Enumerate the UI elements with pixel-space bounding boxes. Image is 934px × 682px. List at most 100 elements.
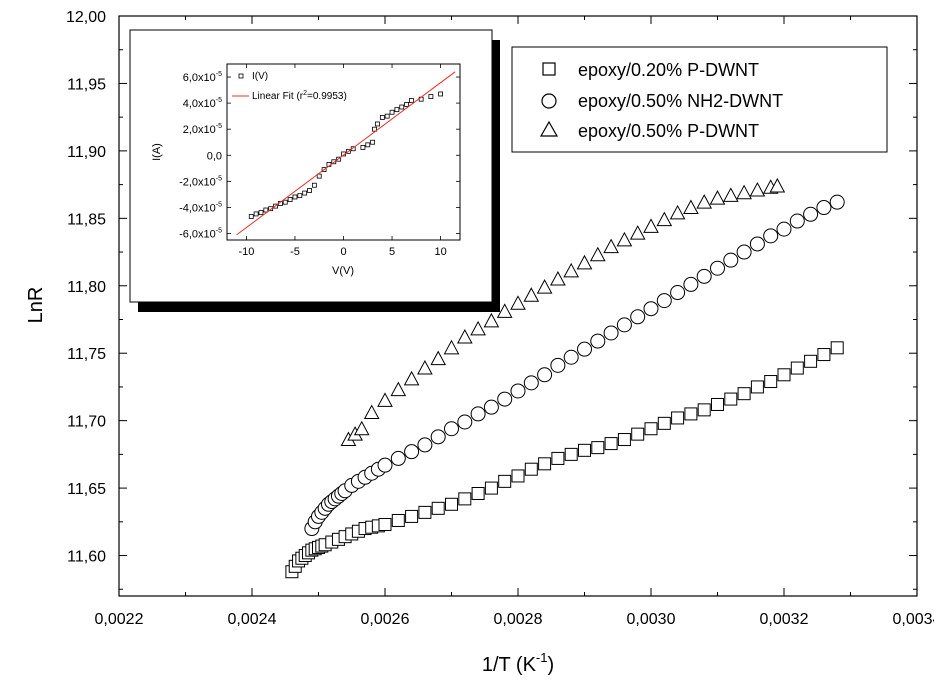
inset-y-tick-label: -6,0x10-5 xyxy=(179,227,222,240)
inset-x-axis-ticks: -10 -5 0 5 10 xyxy=(238,64,447,258)
inset-data-point xyxy=(297,193,303,199)
data-point-circle xyxy=(510,383,526,399)
data-point-circle xyxy=(377,457,393,473)
data-point-circle xyxy=(630,309,646,325)
inset-data-point xyxy=(404,102,410,107)
data-point-triangle xyxy=(496,303,513,318)
inset-data-point xyxy=(379,115,385,120)
legend-label-2: epoxy/0.50% P-DWNT xyxy=(578,121,759,141)
inset-y-axis-label: I(A) xyxy=(151,143,163,161)
data-point-square xyxy=(697,403,711,417)
inset-data-point xyxy=(428,94,434,99)
inset-data-point xyxy=(311,182,317,188)
data-point-square xyxy=(591,441,605,455)
data-point-circle xyxy=(537,367,553,383)
inset-data-point xyxy=(253,211,259,217)
data-point-triangle xyxy=(523,287,540,302)
data-point-square xyxy=(804,354,818,368)
inset-data-point xyxy=(282,199,288,205)
y-axis-label: LnR xyxy=(25,287,47,324)
data-point-triangle xyxy=(656,211,673,227)
legend-label-0: epoxy/0.20% P-DWNT xyxy=(578,60,759,80)
data-point-circle xyxy=(390,450,406,466)
data-point-triangle xyxy=(417,359,433,375)
inset-y-tick-label: -4,0x10-5 xyxy=(179,201,222,214)
data-point-square xyxy=(471,486,485,500)
data-point-square xyxy=(391,513,405,527)
data-point-square xyxy=(538,457,552,471)
y-tick-label: 11,95 xyxy=(67,76,106,93)
data-point-square xyxy=(551,451,565,465)
data-point-triangle xyxy=(616,231,633,247)
inset-data-point xyxy=(394,107,400,113)
data-point-square xyxy=(711,397,724,411)
data-point-circle xyxy=(816,200,832,216)
data-point-triangle xyxy=(603,238,619,254)
inset-data-point xyxy=(287,197,293,202)
data-point-triangle xyxy=(576,254,593,270)
data-point-triangle xyxy=(736,184,752,200)
data-point-triangle xyxy=(669,204,686,220)
y-tick-label: 11,60 xyxy=(67,549,106,566)
data-point-circle xyxy=(444,421,459,437)
data-point-square xyxy=(817,348,831,362)
inset-data-point xyxy=(384,113,390,119)
data-point-circle xyxy=(776,221,792,237)
data-point-triangle xyxy=(443,339,460,355)
data-point-circle xyxy=(789,213,805,229)
data-point-square xyxy=(631,427,645,441)
inset-data-point xyxy=(263,207,269,213)
inset-fit-line xyxy=(236,71,456,236)
data-point-triangle xyxy=(683,199,699,215)
data-point-square xyxy=(830,341,844,355)
data-point-square xyxy=(724,392,738,406)
x-tick-label: 0,0024 xyxy=(228,611,277,628)
inset-data-point xyxy=(365,142,371,148)
data-point-square xyxy=(445,497,458,511)
legend-marker-square xyxy=(542,62,556,76)
data-point-circle xyxy=(736,244,752,260)
data-point-circle xyxy=(470,406,486,422)
data-point-square xyxy=(750,380,764,394)
y-tick-label: 11,85 xyxy=(67,211,106,228)
data-point-triangle xyxy=(377,392,393,407)
data-point-square xyxy=(484,481,498,495)
main-data-points xyxy=(285,177,845,579)
inset-data-point xyxy=(399,104,405,110)
inset-data-point xyxy=(248,214,254,219)
x-axis-label: 1/T (K-1) xyxy=(482,650,554,676)
data-point-square xyxy=(644,422,658,436)
data-point-circle xyxy=(643,301,659,317)
inset-data-point xyxy=(375,121,380,127)
x-tick-label: 0,0034 xyxy=(893,611,934,628)
data-point-square xyxy=(671,411,685,425)
data-point-square xyxy=(524,462,538,476)
inset-y-tick-label: 0,0 xyxy=(207,150,222,162)
legend-marker-triangle xyxy=(539,120,559,137)
y-tick-label: 11,65 xyxy=(67,481,106,498)
inset-y-axis-ticks: 6,0x10-5 4,0x10-5 2,0x10-5 0,0 -2,0x10-5 -4,0… xyxy=(179,71,460,240)
data-point-triangle xyxy=(456,328,473,344)
legend-label-1: epoxy/0.50% NH2-DWNT xyxy=(578,91,783,111)
inset-data-point xyxy=(307,188,312,193)
data-point-square xyxy=(604,437,618,451)
inset-data-point xyxy=(409,98,414,103)
data-point-triangle xyxy=(403,370,420,386)
data-point-triangle xyxy=(563,262,580,278)
data-point-square xyxy=(378,518,392,532)
inset-data-point xyxy=(438,91,443,97)
data-point-triangle xyxy=(363,404,380,420)
data-point-circle xyxy=(523,375,539,391)
inset-legend-label-1: Linear Fit (r2=0.9953) xyxy=(252,90,347,102)
data-point-circle xyxy=(430,429,446,445)
data-point-circle xyxy=(497,391,513,407)
y-tick-label: 11,70 xyxy=(67,414,106,431)
data-point-triangle xyxy=(470,320,486,336)
data-point-square xyxy=(511,469,525,483)
data-point-square xyxy=(578,443,591,457)
inset-chart: -10 -5 0 5 10 6,0x10-5 4,0x10-5 2,0x10-5 0,0 -2,… xyxy=(129,29,500,312)
x-tick-label: 0,0030 xyxy=(627,611,676,628)
data-point-circle xyxy=(563,349,579,365)
data-point-circle xyxy=(457,414,473,430)
